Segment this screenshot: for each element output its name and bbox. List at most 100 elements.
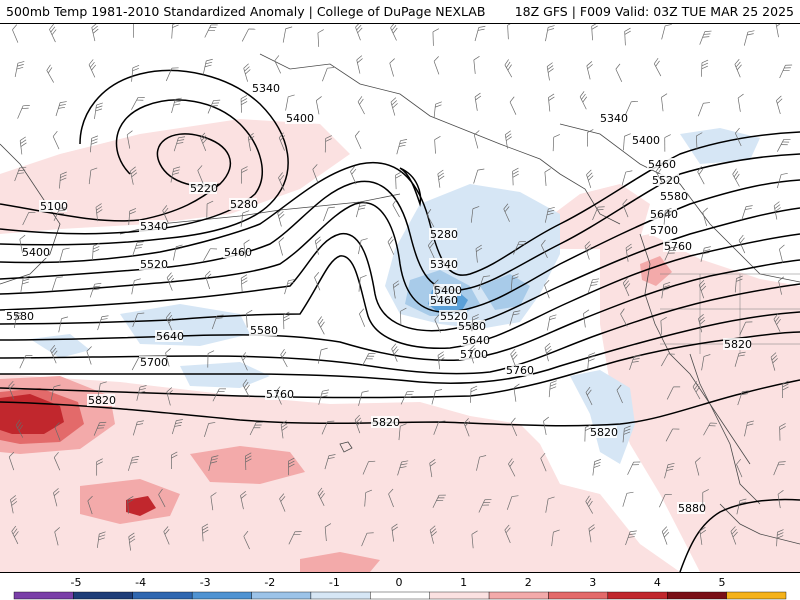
wind-barb [664, 462, 675, 479]
wind-barb [55, 101, 67, 117]
wind-barb [249, 421, 263, 436]
wind-barb [510, 348, 518, 368]
wind-barb [279, 493, 286, 512]
wind-barb [437, 351, 445, 370]
wind-barb [737, 93, 744, 112]
wind-barb [278, 237, 285, 256]
contour-label: 5520 [440, 310, 468, 323]
wind-barb [247, 133, 255, 152]
wind-barb [703, 422, 718, 436]
wind-barb [395, 171, 402, 190]
anomaly-positive-area [0, 119, 350, 234]
wind-barb [127, 495, 134, 514]
wind-barb [508, 458, 516, 477]
wind-barb [547, 314, 557, 331]
wind-barb [510, 417, 518, 436]
wind-barb [541, 239, 548, 258]
wind-barb [206, 200, 214, 218]
wind-barb [162, 205, 169, 224]
contour-label: 5760 [266, 388, 294, 401]
wind-barb [773, 313, 781, 332]
wind-barb [282, 26, 293, 43]
wind-barb [585, 495, 593, 514]
wind-barb [426, 209, 435, 228]
colorbar-segment [370, 591, 430, 600]
contour-label: 5400 [434, 284, 462, 297]
wind-barb [507, 24, 514, 40]
wind-barb [400, 391, 414, 405]
contour-label-bg [285, 112, 313, 124]
wind-barb [776, 95, 783, 115]
wind-barb [86, 346, 92, 365]
contour-label-bg [659, 190, 687, 202]
wind-barb [433, 420, 446, 435]
contour-label-bg [677, 502, 705, 514]
wind-barb [478, 275, 491, 290]
us-state-lines [660, 273, 800, 354]
wind-barb [770, 352, 778, 371]
wind-barb [540, 452, 547, 472]
wind-barb [128, 208, 137, 225]
canada-coastline [559, 123, 800, 283]
wind-barb [166, 312, 174, 331]
wind-barb [280, 348, 288, 368]
contour-label-bg [139, 220, 167, 232]
wind-barb [158, 488, 166, 508]
wind-barb [321, 420, 335, 435]
wind-barb [432, 494, 446, 508]
wind-barb [391, 343, 399, 362]
wind-barb [205, 270, 212, 290]
wind-barb [240, 491, 247, 510]
wind-barb [585, 386, 593, 406]
wind-barb [171, 97, 182, 114]
colorbar-segment [251, 591, 312, 600]
wind-barb [702, 207, 708, 227]
wind-barb [243, 239, 250, 258]
contour-label-bg [459, 348, 487, 360]
wind-barb [280, 420, 288, 439]
contour-label: 5340 [430, 258, 458, 271]
wind-barb [58, 247, 70, 263]
wind-barb [587, 129, 594, 147]
contour-label-bg [433, 284, 461, 296]
contour-label: 5100 [40, 200, 68, 213]
wind-barb [126, 130, 133, 149]
wind-barb [698, 314, 706, 333]
wind-barb [322, 67, 335, 82]
wind-barb [355, 24, 363, 41]
wind-barb [8, 380, 15, 400]
alaska-coastline [259, 53, 621, 225]
wind-barb [166, 387, 173, 406]
contour-line [0, 99, 263, 235]
wind-barb [240, 210, 250, 227]
wind-barb [699, 30, 712, 45]
wind-barb [434, 135, 441, 154]
anomaly-shading [0, 119, 800, 572]
wind-barb [88, 59, 96, 78]
contour-label: 5280 [230, 198, 258, 211]
wind-barb [136, 385, 147, 401]
contour-label: 5400 [22, 246, 50, 259]
wind-barb [666, 386, 681, 400]
colorbar-tick-label: -2 [264, 576, 275, 589]
anomaly-colorbar: -5 -4 -3 -2 -1 0 1 2 3 4 5 [0, 572, 800, 600]
wind-barb [358, 390, 369, 406]
wind-barb [19, 234, 26, 254]
contour-label: 5880 [678, 502, 706, 515]
wind-barb [512, 167, 519, 186]
wind-barb [274, 55, 282, 74]
wind-barb [543, 416, 549, 435]
wind-barb [127, 456, 140, 471]
contour-label-bg [651, 174, 679, 186]
contour-label-bg [631, 134, 659, 146]
contour-label: 5340 [600, 112, 628, 125]
header-bar: 500mb Temp 1981-2010 Standardized Anomal… [0, 0, 800, 24]
colorbar-segment [429, 591, 490, 600]
wind-barb [434, 314, 441, 333]
wind-barb [203, 248, 218, 262]
wind-barb [471, 314, 479, 332]
wind-barb [778, 276, 785, 295]
wind-barb [364, 489, 373, 507]
wind-barb [53, 452, 61, 471]
